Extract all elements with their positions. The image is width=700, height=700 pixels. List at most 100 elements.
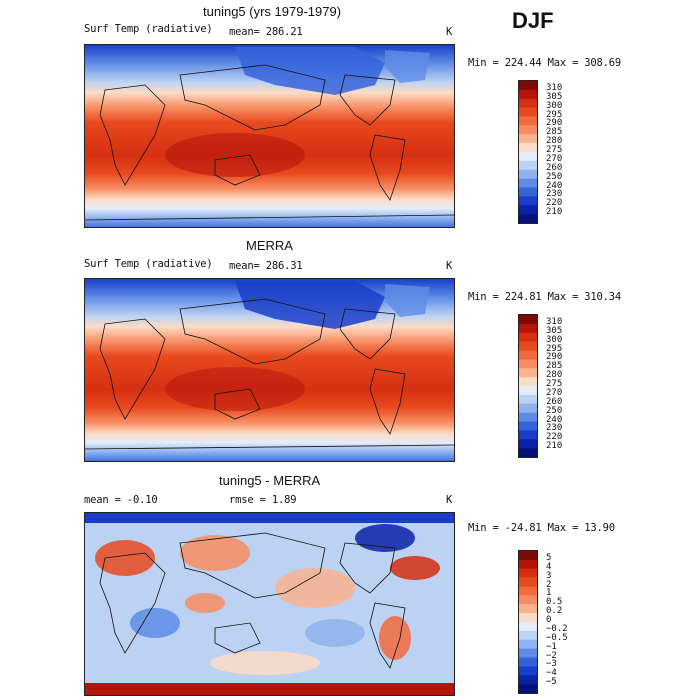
colorbar-tick-label: 1 xyxy=(546,588,552,599)
colorbar-swatch xyxy=(519,134,537,144)
colorbar-tick-label: 0.5 xyxy=(546,597,563,608)
min-max-label: Min = -24.81 Max = 13.90 xyxy=(468,522,615,534)
colorbar-tick-label: 285 xyxy=(546,361,563,372)
panel-title: tuning5 (yrs 1979-1979) xyxy=(203,4,342,19)
colorbar-swatch xyxy=(519,648,537,658)
colorbar-swatch xyxy=(519,613,537,623)
colorbar-tick-label: 210 xyxy=(546,441,563,452)
colorbar-swatch xyxy=(519,315,537,325)
colorbar-swatch xyxy=(519,341,537,351)
colorbar-swatch xyxy=(519,377,537,387)
colorbar-tick-label: 260 xyxy=(546,396,563,407)
mean-value: mean= 286.21 xyxy=(229,26,303,38)
colorbar-swatch xyxy=(519,675,537,685)
colorbar-tick-label: 310 xyxy=(546,316,563,327)
colorbar-swatches xyxy=(519,551,537,693)
mean-value: mean= 286.31 xyxy=(229,260,303,272)
colorbar-tick-label: −0.5 xyxy=(546,632,568,643)
colorbar-swatch xyxy=(519,187,537,197)
colorbar-tick-label: 310 xyxy=(546,82,563,93)
colorbar-tick-label: 0.2 xyxy=(546,606,563,617)
colorbar-swatch xyxy=(519,81,537,91)
rmse-value: rmse = 1.89 xyxy=(229,494,297,506)
field-label: Surf Temp (radiative) xyxy=(84,23,213,35)
colorbar-swatch xyxy=(519,368,537,378)
colorbar-tick-label: −4 xyxy=(546,668,557,679)
colorbar-swatch xyxy=(519,214,537,223)
colorbar-swatches xyxy=(519,81,537,223)
colorbar-swatch xyxy=(519,666,537,676)
colorbar-tick-label: −0.2 xyxy=(546,623,568,634)
mean-value: mean = -0.10 xyxy=(84,494,158,506)
colorbar-swatch xyxy=(519,657,537,667)
colorbar-tick-label: 295 xyxy=(546,343,563,354)
colorbar-tick-label: 295 xyxy=(546,109,563,120)
colorbar-tick-label: −1 xyxy=(546,641,557,652)
season-label: DJF xyxy=(512,8,554,33)
colorbar-tick-label: 240 xyxy=(546,180,563,191)
colorbar-swatch xyxy=(519,551,537,561)
colorbar-tick-label: 305 xyxy=(546,91,563,102)
colorbar-tick-label: −5 xyxy=(546,677,557,688)
colorbar-swatch xyxy=(519,604,537,614)
panel-title: tuning5 - MERRA xyxy=(219,473,321,488)
colorbar-tick-label: 285 xyxy=(546,127,563,138)
colorbar-tick-label: 290 xyxy=(546,118,563,129)
colorbar-tick-label: 2 xyxy=(546,579,552,590)
colorbar-tick-label: 0 xyxy=(546,615,552,625)
colorbar-swatches xyxy=(519,315,537,457)
colorbar-tick-label: 270 xyxy=(546,387,563,398)
colorbar-swatch xyxy=(519,630,537,641)
colorbar-swatch xyxy=(519,577,537,587)
colorbar-swatch xyxy=(519,403,537,413)
colorbar-tick-label: 5 xyxy=(546,552,552,563)
colorbar-swatch xyxy=(519,586,537,596)
colorbar-swatch xyxy=(519,143,537,153)
colorbar xyxy=(518,314,538,458)
colorbar-tick-label: 290 xyxy=(546,352,563,363)
colorbar-tick-label: 250 xyxy=(546,171,563,182)
colorbar-swatch xyxy=(519,386,537,396)
colorbar-swatch xyxy=(519,639,537,649)
colorbar-tick-label: 305 xyxy=(546,325,563,336)
colorbar-swatch xyxy=(519,332,537,342)
colorbar-tick-label: 275 xyxy=(546,145,563,155)
colorbar-swatch xyxy=(519,412,537,422)
units-label: K xyxy=(446,26,453,38)
colorbar-swatch xyxy=(519,595,537,605)
min-max-label: Min = 224.44 Max = 308.69 xyxy=(468,57,622,69)
temperature-map xyxy=(84,278,455,462)
colorbar-swatch xyxy=(519,323,537,334)
colorbar-swatch xyxy=(519,89,537,100)
colorbar-tick-label: 230 xyxy=(546,423,563,434)
colorbar xyxy=(518,80,538,224)
map-graphic xyxy=(85,45,454,227)
colorbar-swatch xyxy=(519,421,537,431)
min-max-label: Min = 224.81 Max = 310.34 xyxy=(468,291,622,303)
colorbar-swatch xyxy=(519,684,537,693)
colorbar-swatch xyxy=(519,448,537,457)
colorbar-tick-label: −3 xyxy=(546,659,557,670)
colorbar-swatch xyxy=(519,125,537,135)
colorbar-swatch xyxy=(519,394,537,405)
colorbar-tick-label: 210 xyxy=(546,207,563,218)
colorbar-swatch xyxy=(519,98,537,108)
colorbar-tick-label: 270 xyxy=(546,153,563,164)
colorbar-tick-label: 220 xyxy=(546,198,563,209)
units-label: K xyxy=(446,494,453,506)
colorbar-swatch xyxy=(519,107,537,117)
colorbar-tick-label: 275 xyxy=(546,379,563,389)
colorbar-swatch xyxy=(519,568,537,578)
colorbar-swatch xyxy=(519,152,537,162)
colorbar-tick-label: 280 xyxy=(546,370,563,381)
colorbar-tick-label: 4 xyxy=(546,561,552,572)
colorbar-tick-label: 240 xyxy=(546,414,563,425)
colorbar-swatch xyxy=(519,205,537,215)
map-graphic xyxy=(85,513,454,695)
temperature-map xyxy=(84,44,455,228)
difference-map xyxy=(84,512,455,696)
colorbar-swatch xyxy=(519,350,537,360)
field-label: Surf Temp (radiative) xyxy=(84,258,213,270)
colorbar-tick-label: 300 xyxy=(546,334,563,345)
colorbar-tick-label: −2 xyxy=(546,650,557,661)
